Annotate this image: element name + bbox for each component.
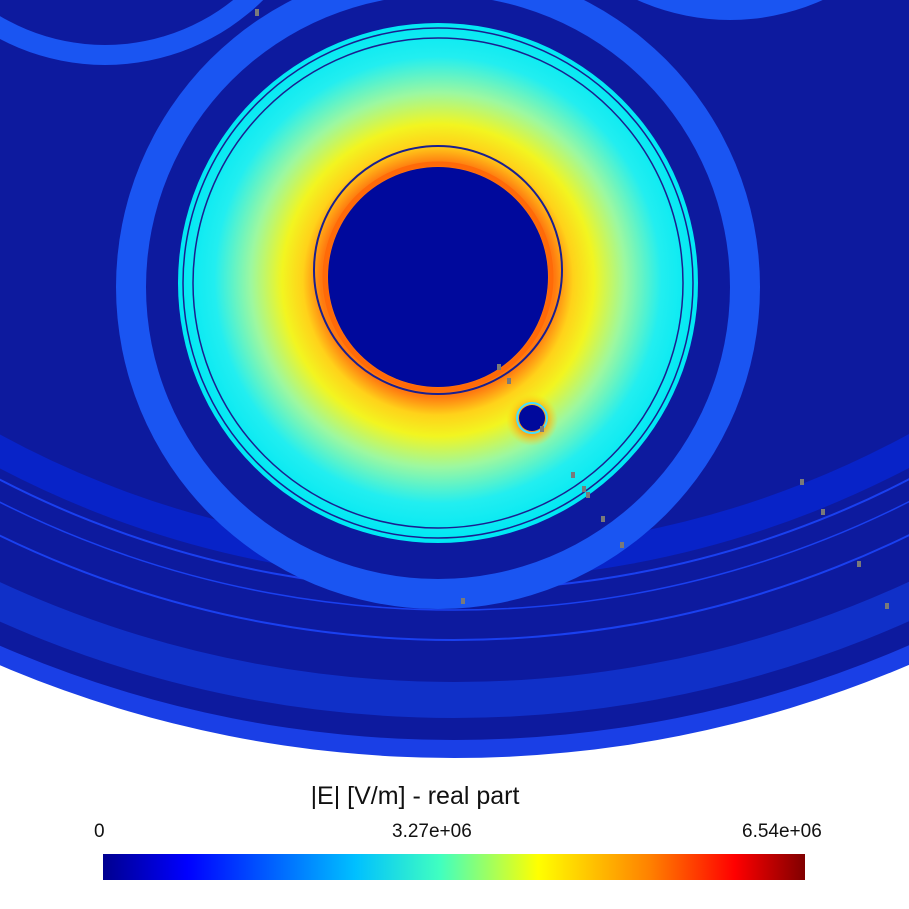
defect-void <box>519 405 545 431</box>
colorbar <box>103 854 805 880</box>
conductor-core <box>328 167 548 387</box>
colorbar-min-label: 0 <box>94 821 105 842</box>
outer-region-bright-band <box>0 581 909 718</box>
conductor-boundary <box>313 145 563 395</box>
insulation-boundary-outer <box>182 27 694 539</box>
defect-void-edge <box>516 402 548 434</box>
neighbour-core-right <box>637 0 823 20</box>
colorbar-mid-label: 3.27e+06 <box>392 821 472 842</box>
colorbar-max-label: 6.54e+06 <box>742 821 822 842</box>
outer-boundary-line-1 <box>0 533 909 641</box>
colorbar-gradient <box>103 854 805 880</box>
conductor-highlight-ring <box>322 161 554 393</box>
insulation-boundary-mid <box>192 37 684 529</box>
outer-boundary-line-3 <box>0 500 909 611</box>
main-cable-core <box>116 0 760 609</box>
neighbour-core-left <box>0 0 264 65</box>
colorbar-title: |E| [V/m] - real part <box>310 782 520 810</box>
mesh-markers <box>255 9 889 609</box>
